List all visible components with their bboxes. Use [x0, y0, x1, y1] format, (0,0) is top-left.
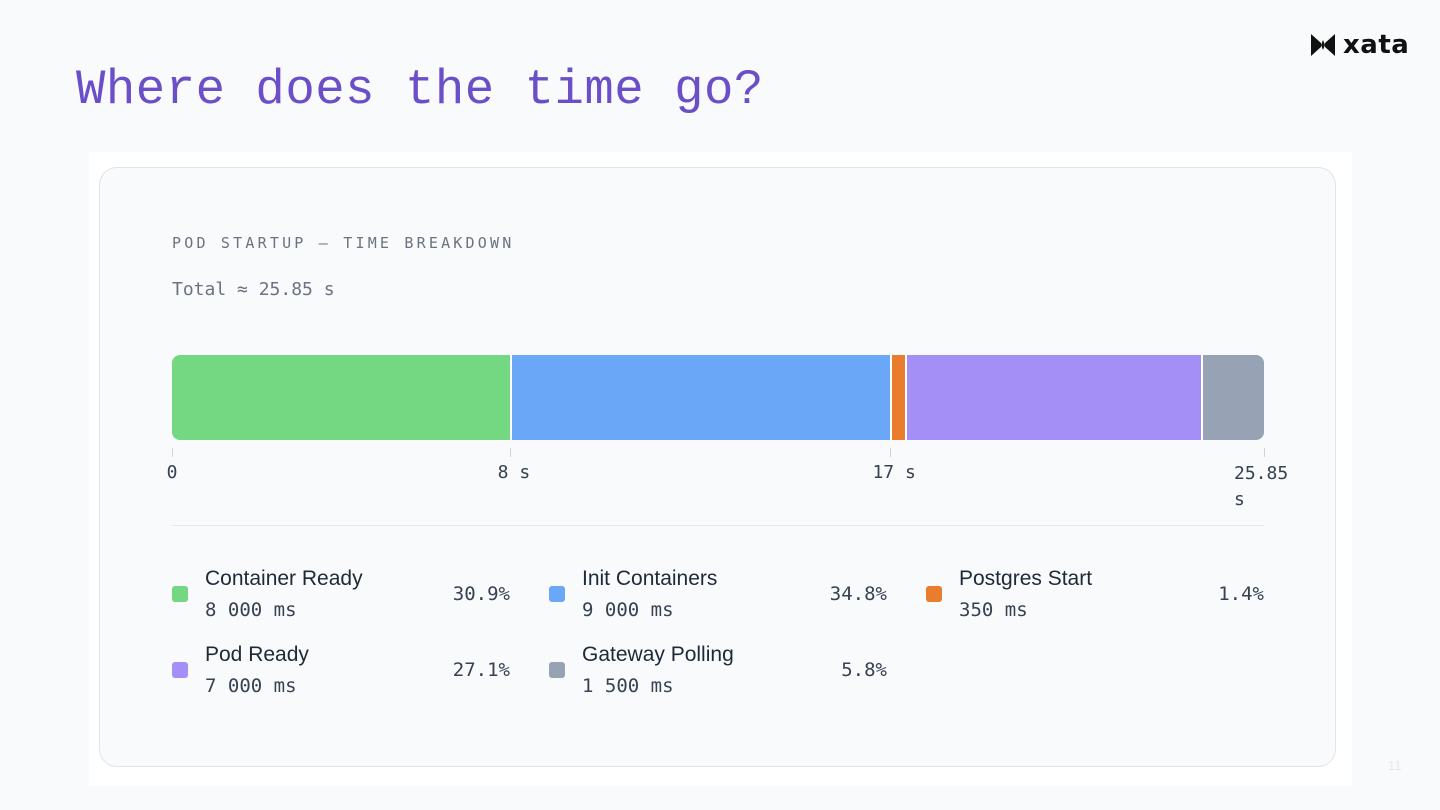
legend-percent: 1.4%	[1218, 583, 1264, 605]
chart-panel: POD STARTUP — TIME BREAKDOWN Total ≈ 25.…	[89, 152, 1352, 786]
legend-value: 1 500 ms	[582, 675, 674, 697]
tick-label: 25.85 s	[1234, 463, 1289, 510]
legend-swatch	[172, 662, 188, 678]
tick-mark	[1264, 448, 1265, 457]
chart-title: POD STARTUP — TIME BREAKDOWN	[172, 234, 515, 252]
xata-logo: xata	[1309, 30, 1409, 60]
legend-label: Postgres Start	[959, 567, 1093, 590]
legend-value: 350 ms	[959, 599, 1028, 621]
page-number: 11	[1388, 758, 1402, 773]
legend-label: Container Ready	[205, 567, 363, 590]
legend-value: 8 000 ms	[205, 599, 297, 621]
tick-mark	[509, 448, 511, 457]
stacked-bar	[172, 355, 1264, 440]
bar-segment-gateway-polling	[1200, 355, 1264, 440]
legend-label: Pod Ready	[205, 643, 309, 666]
chart-card: POD STARTUP — TIME BREAKDOWN Total ≈ 25.…	[99, 167, 1336, 767]
bar-segment-postgres-start	[890, 355, 905, 440]
legend-value: 7 000 ms	[205, 675, 297, 697]
slide-title: Where does the time go?	[76, 62, 764, 118]
legend-value: 9 000 ms	[582, 599, 674, 621]
tick-label: 8 s	[497, 462, 531, 483]
legend-percent: 5.8%	[841, 659, 887, 681]
bar-segment-container-ready	[172, 355, 510, 440]
tick-mark	[172, 448, 173, 457]
legend-swatch	[549, 586, 565, 602]
bar-segment-pod-ready	[904, 355, 1201, 440]
legend-swatch	[926, 586, 942, 602]
chart-total: Total ≈ 25.85 s	[172, 279, 335, 300]
legend-item: Postgres Start 350 ms 1.4%	[926, 566, 1264, 626]
legend-item: Init Containers 9 000 ms 34.8%	[549, 566, 887, 626]
legend-percent: 30.9%	[452, 583, 510, 605]
divider	[172, 525, 1264, 526]
butterfly-logo-icon	[1311, 34, 1335, 56]
logo-text: xata	[1343, 30, 1410, 60]
legend-item: Pod Ready 7 000 ms 27.1%	[172, 642, 510, 702]
x-axis: 0 8 s 17 s 25.85 s	[167, 448, 1288, 510]
legend-swatch	[549, 662, 565, 678]
legend-swatch	[172, 586, 188, 602]
legend-percent: 27.1%	[452, 659, 510, 681]
legend-label: Init Containers	[582, 567, 718, 590]
tick-label: 0	[166, 462, 178, 483]
legend-item: Gateway Polling 1 500 ms 5.8%	[549, 642, 887, 702]
legend-percent: 34.8%	[829, 583, 887, 605]
tick-mark	[890, 448, 892, 457]
legend-item: Container Ready 8 000 ms 30.9%	[172, 566, 510, 626]
legend-label: Gateway Polling	[582, 643, 734, 666]
bar-segment-init-containers	[509, 355, 891, 440]
tick-label: 17 s	[872, 462, 916, 483]
